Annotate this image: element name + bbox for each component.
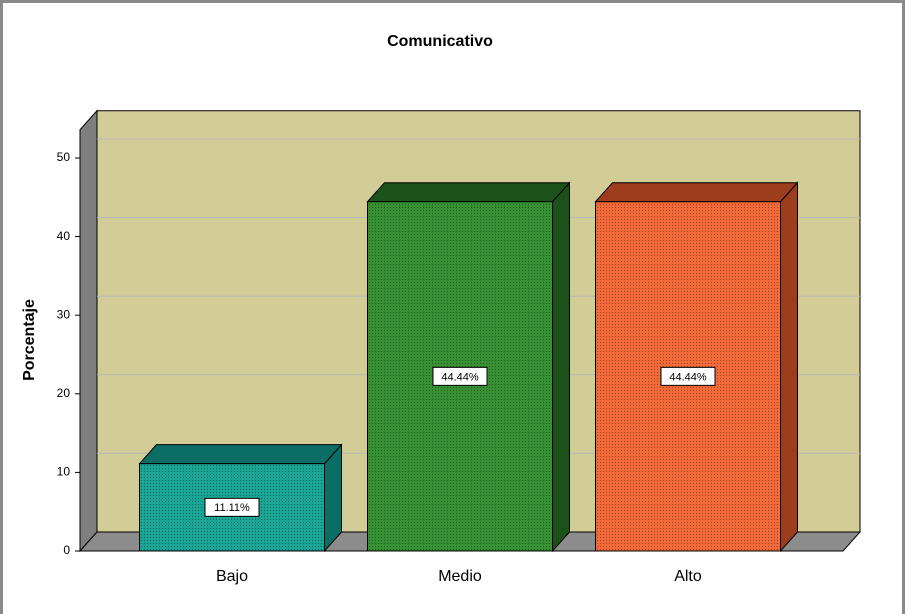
y-axis-label: Porcentaje [21, 299, 38, 381]
y-tick-label: 20 [57, 386, 71, 400]
y-tick-label: 50 [57, 150, 71, 164]
y-tick-label: 40 [57, 229, 71, 243]
chart-title: Comunicativo [387, 33, 493, 50]
x-tick-label: Bajo [216, 568, 248, 585]
bar-side [780, 181, 798, 553]
x-tick-label: Alto [674, 568, 702, 585]
data-label: 11.11% [214, 502, 250, 514]
bar-top [138, 444, 343, 465]
data-label: 44.44% [441, 371, 479, 383]
y-tick-label: 0 [63, 543, 70, 557]
bar-top [594, 182, 799, 203]
left-wall [79, 109, 98, 553]
y-tick-label: 30 [57, 307, 71, 321]
data-label-box [204, 497, 260, 517]
data-label-box [432, 366, 488, 386]
data-label: 44.44% [669, 371, 707, 383]
data-label-box [660, 366, 716, 386]
x-tick-label: Medio [438, 568, 482, 585]
bar-side [552, 181, 570, 553]
bar-top [366, 182, 571, 203]
y-tick-label: 10 [57, 465, 71, 479]
